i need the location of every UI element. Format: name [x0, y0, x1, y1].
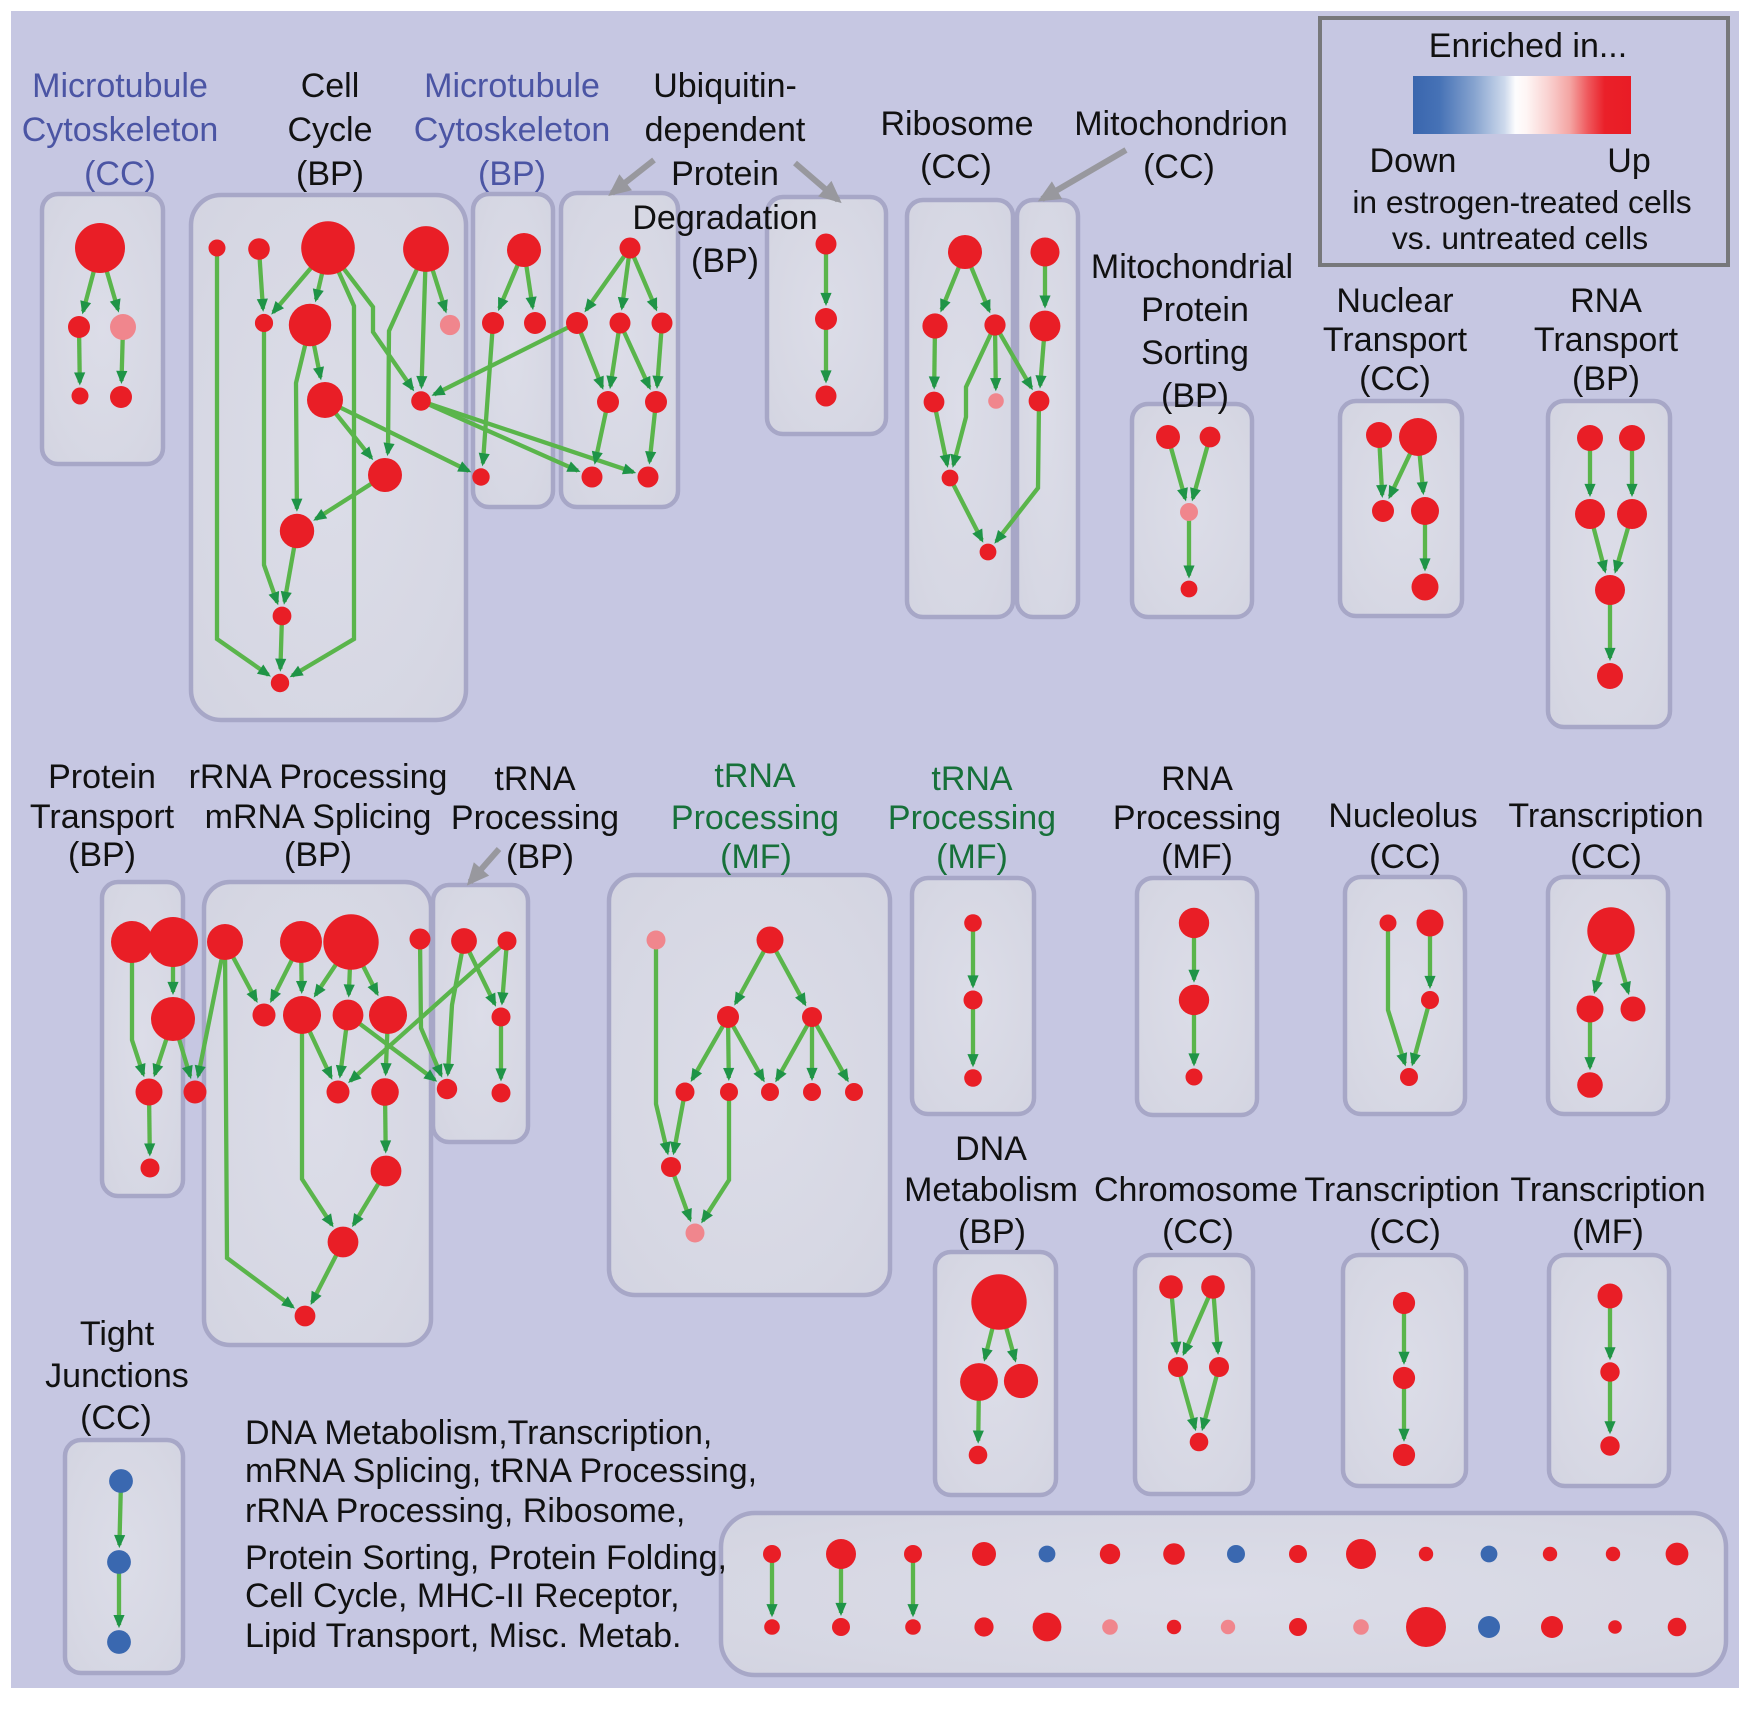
svg-text:Cytoskeleton: Cytoskeleton — [22, 111, 219, 149]
svg-text:tRNA: tRNA — [494, 760, 576, 798]
svg-text:Nuclear: Nuclear — [1336, 282, 1453, 320]
svg-text:(MF): (MF) — [1161, 838, 1233, 876]
svg-text:Transcription: Transcription — [1508, 797, 1703, 835]
svg-text:tRNA: tRNA — [931, 760, 1013, 798]
svg-text:Cycle: Cycle — [287, 111, 372, 149]
svg-text:Ubiquitin-: Ubiquitin- — [653, 67, 797, 105]
svg-text:Processing: Processing — [888, 799, 1056, 837]
svg-text:rRNA Processing: rRNA Processing — [189, 758, 448, 796]
svg-text:(MF): (MF) — [936, 838, 1008, 876]
svg-text:(BP): (BP) — [958, 1213, 1026, 1251]
svg-text:Protein: Protein — [48, 758, 156, 796]
svg-text:Ribosome: Ribosome — [880, 105, 1033, 143]
svg-text:RNA: RNA — [1161, 760, 1233, 798]
svg-text:Mitochondrion: Mitochondrion — [1074, 105, 1288, 143]
svg-text:(BP): (BP) — [284, 836, 352, 874]
svg-text:DNA Metabolism,Transcription,: DNA Metabolism,Transcription, — [245, 1414, 712, 1452]
svg-text:Cell Cycle, MHC-II Receptor,: Cell Cycle, MHC-II Receptor, — [245, 1577, 680, 1615]
svg-text:DNA: DNA — [955, 1130, 1027, 1168]
svg-text:Transport: Transport — [1323, 321, 1468, 359]
svg-text:(MF): (MF) — [1572, 1213, 1644, 1251]
svg-text:Nucleolus: Nucleolus — [1328, 797, 1477, 835]
svg-text:Microtubule: Microtubule — [32, 67, 208, 105]
svg-text:(CC): (CC) — [1143, 148, 1215, 186]
svg-text:Lipid Transport, Misc. Metab.: Lipid Transport, Misc. Metab. — [245, 1617, 682, 1655]
svg-text:vs. untreated cells: vs. untreated cells — [1392, 220, 1648, 256]
svg-text:dependent: dependent — [645, 111, 806, 149]
svg-text:(CC): (CC) — [1369, 838, 1441, 876]
svg-text:Sorting: Sorting — [1141, 334, 1249, 372]
svg-text:Chromosome: Chromosome — [1094, 1171, 1298, 1209]
svg-text:Processing: Processing — [451, 799, 619, 837]
svg-text:RNA: RNA — [1570, 282, 1642, 320]
svg-text:(BP): (BP) — [1161, 377, 1229, 415]
svg-text:Degradation: Degradation — [632, 199, 817, 237]
svg-text:mRNA Splicing: mRNA Splicing — [205, 798, 432, 836]
svg-text:(CC): (CC) — [84, 155, 156, 193]
svg-text:(BP): (BP) — [691, 242, 759, 280]
svg-text:(CC): (CC) — [80, 1399, 152, 1437]
svg-text:mRNA Splicing, tRNA Processing: mRNA Splicing, tRNA Processing, — [245, 1452, 757, 1490]
svg-text:Up: Up — [1607, 142, 1650, 180]
svg-text:Down: Down — [1370, 142, 1457, 180]
svg-text:in estrogen-treated cells: in estrogen-treated cells — [1352, 184, 1691, 220]
svg-text:rRNA Processing, Ribosome,: rRNA Processing, Ribosome, — [245, 1492, 685, 1530]
svg-text:Transcription: Transcription — [1510, 1171, 1705, 1209]
svg-text:Enriched in...: Enriched in... — [1429, 27, 1627, 65]
svg-text:(BP): (BP) — [68, 836, 136, 874]
svg-text:(CC): (CC) — [1570, 838, 1642, 876]
svg-text:(BP): (BP) — [1572, 360, 1640, 398]
svg-text:Protein: Protein — [1141, 291, 1249, 329]
svg-text:tRNA: tRNA — [714, 757, 796, 795]
svg-text:Processing: Processing — [1113, 799, 1281, 837]
svg-text:(MF): (MF) — [720, 838, 792, 876]
svg-text:Protein Sorting, Protein Foldi: Protein Sorting, Protein Folding, — [245, 1539, 727, 1577]
svg-text:(CC): (CC) — [1369, 1213, 1441, 1251]
svg-text:Protein: Protein — [671, 155, 779, 193]
svg-text:Microtubule: Microtubule — [424, 67, 600, 105]
svg-text:Cell: Cell — [301, 67, 360, 105]
svg-text:Mitochondrial: Mitochondrial — [1091, 248, 1293, 286]
svg-text:(CC): (CC) — [920, 148, 992, 186]
svg-text:Cytoskeleton: Cytoskeleton — [414, 111, 611, 149]
svg-text:(CC): (CC) — [1359, 360, 1431, 398]
svg-text:(BP): (BP) — [506, 838, 574, 876]
svg-text:Transport: Transport — [30, 798, 175, 836]
svg-text:Junctions: Junctions — [45, 1357, 189, 1395]
svg-text:Tight: Tight — [80, 1315, 155, 1353]
svg-text:Metabolism: Metabolism — [904, 1171, 1078, 1209]
svg-text:(CC): (CC) — [1162, 1213, 1234, 1251]
svg-text:Transcription: Transcription — [1304, 1171, 1499, 1209]
svg-text:Transport: Transport — [1534, 321, 1679, 359]
svg-text:(BP): (BP) — [296, 155, 364, 193]
svg-text:Processing: Processing — [671, 799, 839, 837]
svg-text:(BP): (BP) — [478, 155, 546, 193]
